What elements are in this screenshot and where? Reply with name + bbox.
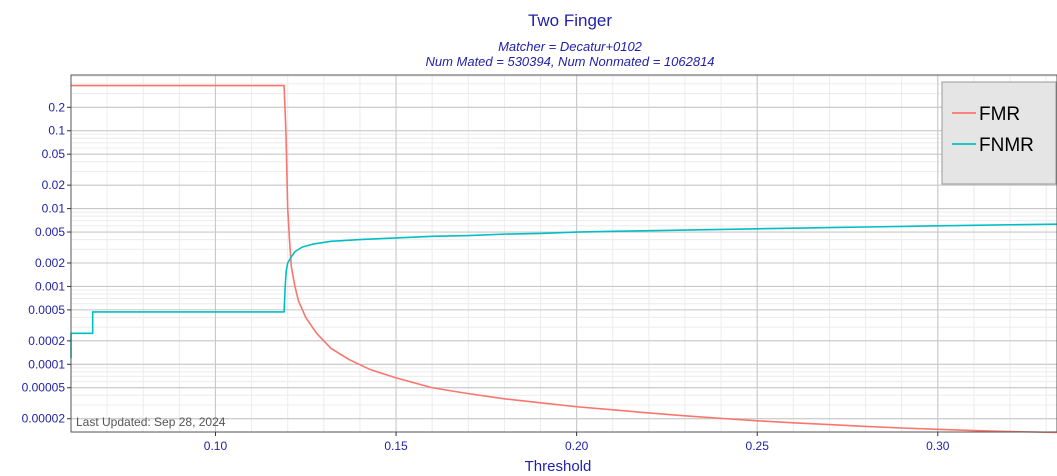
- series-line-fmr: [71, 84, 1057, 434]
- y-tick-label: 0.0002: [28, 334, 65, 348]
- y-axis-ticks: 0.2 0.1 0.05 0.02 0.01 0.005 0.002 0.001 0.0005 0…: [22, 100, 71, 426]
- y-tick-label: 0.002: [35, 256, 65, 270]
- major-gridlines: [71, 75, 1057, 432]
- x-tick-label: 0.20: [565, 439, 589, 453]
- series-line-fnmr: [70, 223, 1057, 359]
- plot-frame: [70, 74, 1057, 433]
- y-tick-label: 0.001: [35, 279, 65, 293]
- x-tick-label: 0.10: [204, 439, 228, 453]
- y-tick-label: 0.00005: [22, 381, 66, 395]
- last-updated-note: Last Updated: Sep 28, 2024: [76, 415, 226, 429]
- y-tick-label: 0.00002: [22, 412, 66, 426]
- legend-label-fmr: FMR: [979, 104, 1020, 125]
- series-layer: [70, 84, 1057, 434]
- plot-area: [71, 75, 1057, 432]
- y-tick-label: 0.0001: [28, 357, 65, 371]
- y-tick-label: 0.1: [48, 124, 65, 138]
- x-tick-label: 0.30: [926, 439, 950, 453]
- x-tick-label: 0.25: [746, 439, 770, 453]
- y-tick-label: 0.0005: [28, 303, 65, 317]
- chart-subtitle-line-1: Matcher = Decatur+0102: [498, 39, 643, 54]
- plot-border: [70, 74, 1057, 433]
- y-tick-label: 0.02: [42, 178, 66, 192]
- chart-title: Two Finger: [528, 11, 612, 30]
- plot-background: [71, 75, 1057, 432]
- y-tick-label: 0.01: [42, 202, 66, 216]
- legend-box: [941, 81, 1057, 185]
- x-axis-label: Threshold: [525, 458, 592, 475]
- chart-subtitle-line-2: Num Mated = 530394, Num Nonmated = 10628…: [425, 54, 714, 69]
- y-tick-label: 0.2: [48, 100, 65, 114]
- y-tick-label: 0.005: [35, 225, 65, 239]
- legend: FMR FNMR: [941, 81, 1057, 185]
- legend-label-fnmr: FNMR: [979, 135, 1034, 156]
- x-axis-ticks: 0.10 0.15 0.20 0.25 0.30: [204, 432, 950, 453]
- x-tick-label: 0.15: [384, 439, 408, 453]
- y-tick-label: 0.05: [42, 147, 66, 161]
